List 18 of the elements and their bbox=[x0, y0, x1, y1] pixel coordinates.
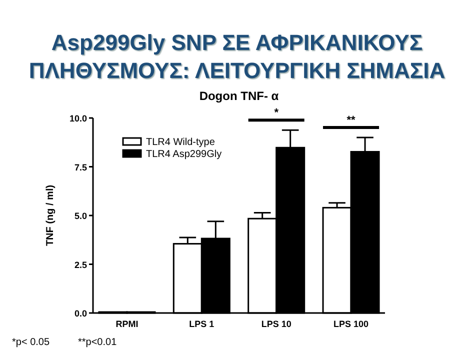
annotation: * bbox=[274, 107, 280, 120]
x-tick-label: LPS 100 bbox=[334, 319, 369, 329]
y-tick-label: 7.5 bbox=[74, 162, 87, 172]
text: *p< 0.05 bbox=[12, 337, 50, 348]
chart-title: Asp299Gly SNP ΣΕ ΑΦΡΙΚΑΝΙΚΟΥΣ ΠΛΗΘΥΣΜΟΥΣ: ΛΕΙΤΟΥΡΓΙΚΗ ΣΗΜΑΣΙΑ bbox=[28, 30, 446, 83]
text: **p<0.01 bbox=[78, 337, 118, 348]
x-tick-label: RPMI bbox=[116, 319, 138, 329]
chart-subtitle: Dogon TNF- α bbox=[199, 89, 280, 103]
annotation: ** bbox=[346, 114, 356, 126]
legend-label: TLR4 Wild-type bbox=[146, 137, 216, 148]
legend-label: TLR4 Asp299Gly bbox=[146, 149, 222, 160]
x-tick-label: LPS 10 bbox=[261, 319, 292, 329]
y-tick-label: 2.5 bbox=[74, 260, 87, 270]
x-tick-label: LPS 1 bbox=[189, 319, 214, 329]
y-tick-label: 10.0 bbox=[69, 114, 87, 124]
y-tick-label: 5.0 bbox=[74, 211, 87, 221]
y-axis-title: TNF (ng / ml) bbox=[45, 184, 56, 246]
y-tick-label: 0.0 bbox=[74, 308, 87, 318]
